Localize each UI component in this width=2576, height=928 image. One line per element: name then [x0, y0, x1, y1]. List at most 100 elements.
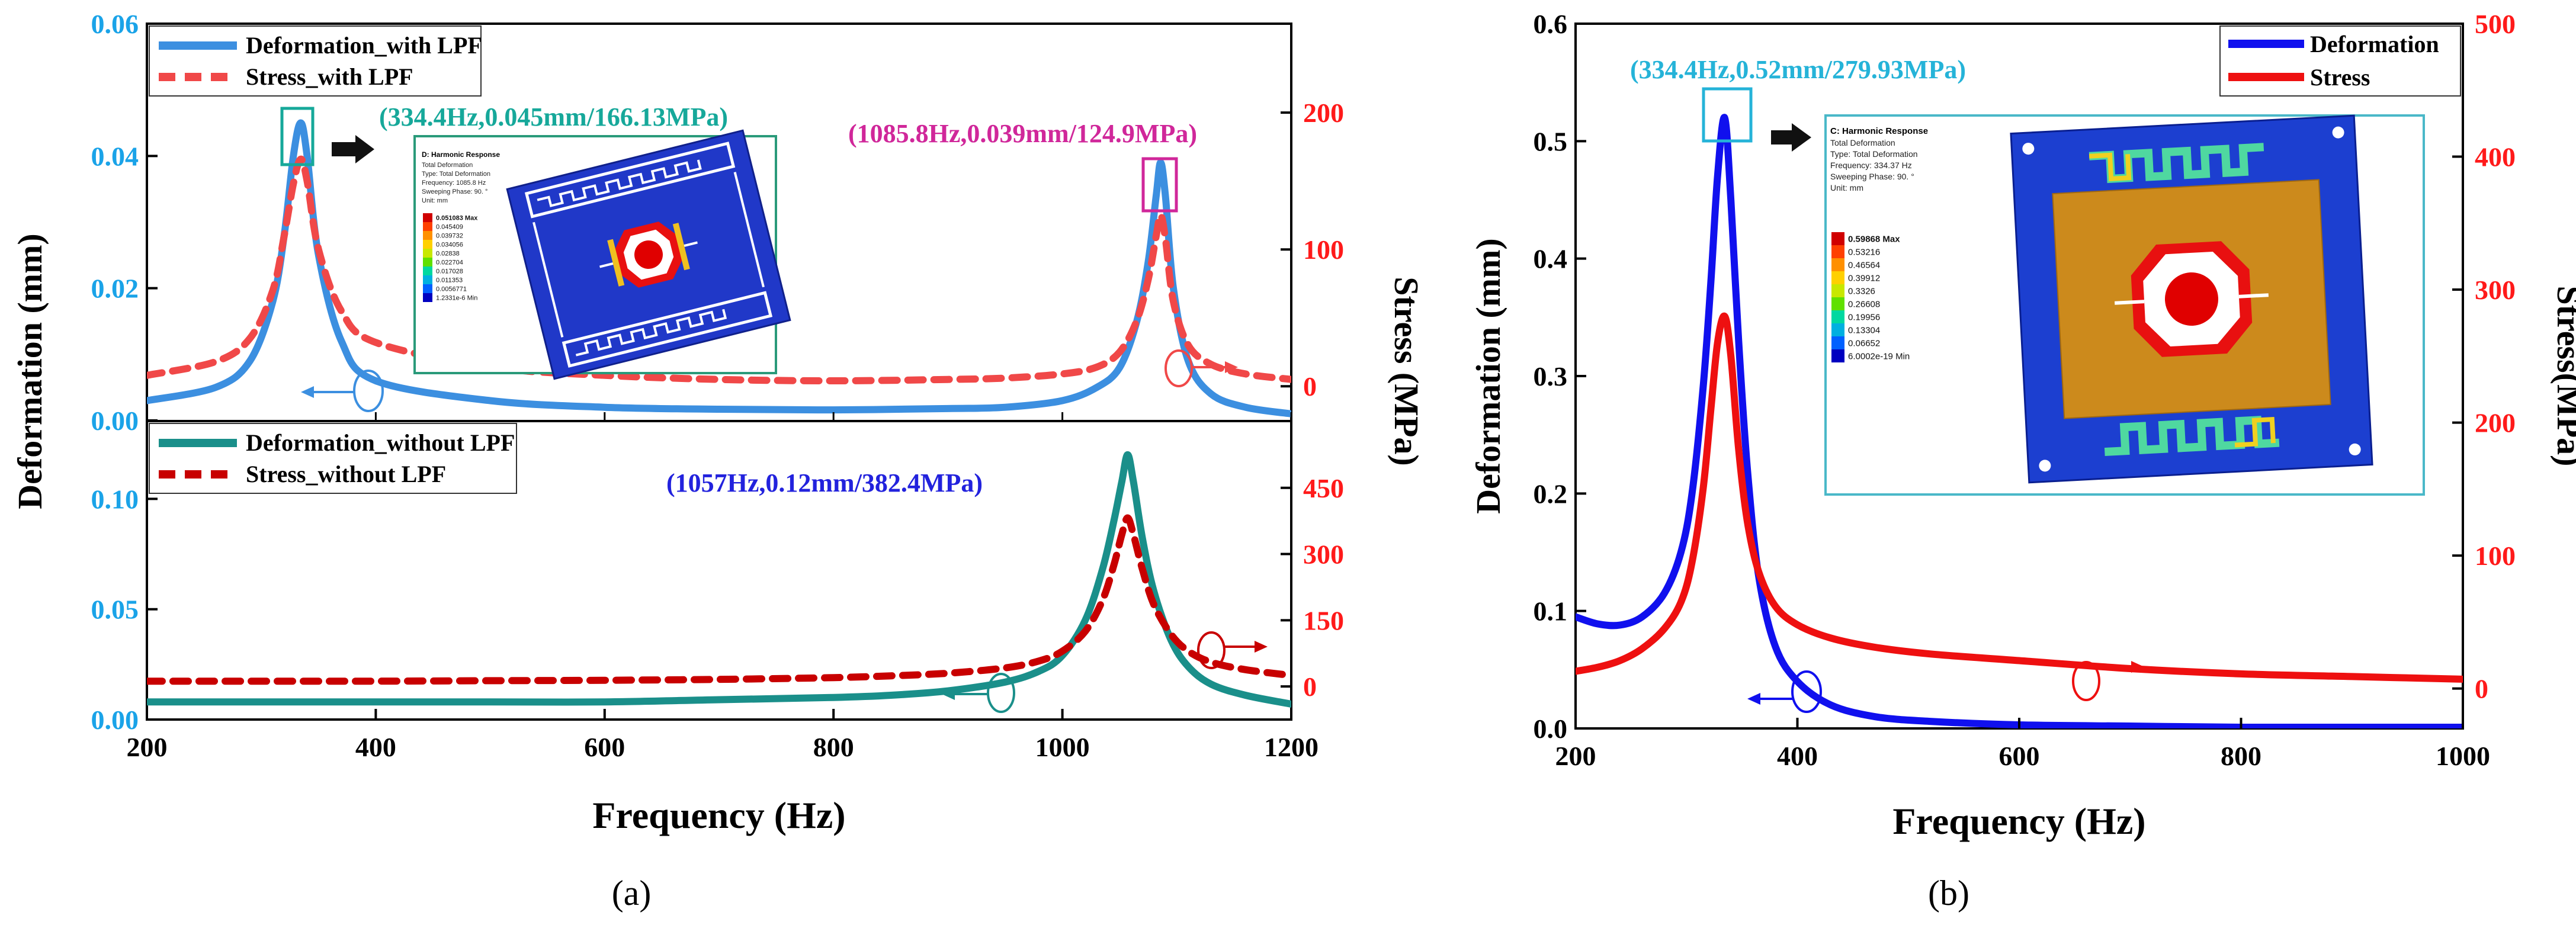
arrow-to-inset-b-icon — [1771, 123, 1811, 152]
inset_a-info-line-3: Sweeping Phase: 90. ° — [422, 188, 487, 195]
annotation-1057hz: (1057Hz,0.12mm/382.4MPa) — [666, 468, 983, 497]
inset_b-info-line-4: Unit: mm — [1830, 183, 1863, 192]
a-ylabel-left: Deformation (mm) — [11, 233, 49, 509]
inset_b-contour-label-7: 0.13304 — [1848, 326, 1880, 336]
ytick-label-right-b-0: 0 — [2475, 674, 2488, 704]
xtick-label-b-1: 400 — [1777, 741, 1818, 771]
inset_b-contour-swatch-2 — [1831, 258, 1844, 271]
peak-marker-b — [1702, 87, 1753, 143]
xtick-label-b-3: 800 — [2221, 741, 2261, 771]
legend-label-deformation-with: Deformation_with LPF — [246, 32, 482, 59]
inset_a-contour-swatch-2 — [423, 231, 432, 240]
annotation-b: (334.4Hz,0.52mm/279.93MPa) — [1630, 55, 1966, 84]
axis-indicator-a-top-right-icon — [1165, 349, 1238, 387]
axis-indicator-a-bottom-right-icon — [1197, 631, 1268, 669]
ytick-label-right-a_bottom-3: 450 — [1303, 473, 1344, 503]
inset_a-info-line-0: Total Deformation — [422, 162, 473, 169]
legend-label-deformation: Deformation — [2310, 31, 2439, 57]
legend-a-bottom: Deformation_without LPF Stress_without L… — [149, 423, 517, 494]
inset_b-contour-swatch-5 — [1831, 297, 1844, 310]
inset_a-info-line-1: Type: Total Deformation — [422, 171, 490, 178]
inset_b-contour-swatch-9 — [1831, 349, 1844, 362]
xtick-label-a_bottom-1: 400 — [355, 732, 396, 762]
series-line-b-0 — [1576, 114, 2463, 728]
axis-indicator-b-right-icon — [2072, 661, 2144, 701]
panel-label-a: (a) — [612, 874, 652, 913]
inset_a-info-line-2: Frequency: 1085.8 Hz — [422, 179, 486, 187]
inset-a-model-image — [506, 129, 791, 380]
inset_b-contour-label-9: 6.0002e-19 Min — [1848, 352, 1910, 362]
ytick-label-right-b-4: 400 — [2475, 142, 2516, 172]
inset_b-contour-label-5: 0.26608 — [1848, 300, 1880, 310]
inset_b-contour-label-0: 0.59868 Max — [1848, 235, 1900, 245]
panel-b: 0.0 0.1 0.2 0.3 0.4 0.5 0.6 0 100 200 300 400 500 200… — [1469, 9, 2576, 913]
ytick-label-left-a_bottom-0: 0.00 — [91, 705, 139, 735]
inset_b-contour-swatch-3 — [1831, 271, 1844, 284]
inset_a-contour-label-6: 0.017028 — [436, 268, 463, 275]
xtick-label-b-4: 1000 — [2436, 741, 2490, 771]
ytick-label-left-a_top-2: 0.04 — [91, 141, 139, 171]
xtick-label-b-0: 200 — [1555, 741, 1596, 771]
inset_a-contour-label-1: 0.045409 — [436, 223, 463, 230]
a-ylabel-right: Stress (MPa) — [1387, 277, 1426, 465]
ytick-label-left-a_top-3: 0.06 — [91, 9, 139, 39]
panel-label-b: (b) — [1928, 874, 1969, 913]
series-line-b-1 — [1576, 312, 2463, 683]
inset_a-contour-swatch-7 — [423, 275, 432, 284]
inset-b: C: Harmonic Response Total Deformation Ty… — [1824, 114, 2425, 496]
ytick-label-right-a_top-0: 0 — [1303, 371, 1317, 402]
a-top-axes: 0.00 0.02 0.04 0.06 0 100 200 — [91, 9, 1345, 436]
inset_b-info-line-1: Type: Total Deformation — [1830, 149, 1918, 159]
panel-a: 0.00 0.02 0.04 0.06 0 100 200 0.00 0.05 0.10 0 150… — [11, 9, 1426, 913]
ytick-label-right-b-3: 300 — [2475, 275, 2516, 305]
arrow-to-inset-a-icon — [332, 135, 374, 163]
inset_b-info-line-3: Sweeping Phase: 90. ° — [1830, 172, 1914, 181]
inset-a-title: D: Harmonic Response — [422, 150, 500, 159]
axis-indicator-a-top-left-icon — [301, 370, 384, 412]
b-series — [1576, 114, 2463, 728]
inset_b-contour-label-1: 0.53216 — [1848, 248, 1880, 258]
legend-a-top: Deformation_with LPF Stress_with LPF — [149, 25, 482, 97]
legend-label-stress-without: Stress_without LPF — [246, 461, 446, 487]
b-xlabel: Frequency (Hz) — [1892, 800, 2145, 842]
series-line-a_bottom-0 — [147, 451, 1291, 708]
a-bottom-series — [147, 451, 1291, 708]
inset-a-info: Total Deformation Type: Total Deformation… — [422, 162, 490, 204]
b-axes: 0.0 0.1 0.2 0.3 0.4 0.5 0.6 0 100 200 300 400 500 200… — [1534, 9, 2516, 771]
inset_b-contour-swatch-0 — [1831, 232, 1844, 245]
xtick-label-b-2: 600 — [1999, 741, 2040, 771]
inset-a-contour-legend: 0.051083 Max 0.045409 0.039732 0.034056 0.02… — [423, 213, 478, 302]
inset_a-contour-swatch-5 — [423, 258, 432, 266]
axis-indicator-a-bottom-left-icon — [942, 673, 1015, 713]
legend-label-deformation-without: Deformation_without LPF — [246, 429, 515, 456]
inset_b-contour-swatch-6 — [1831, 310, 1844, 323]
legend-b: Deformation Stress — [2219, 25, 2461, 97]
peak-marker-1085hz — [1141, 157, 1178, 213]
ytick-label-right-a_bottom-0: 0 — [1303, 672, 1317, 702]
inset_b-contour-swatch-7 — [1831, 323, 1844, 336]
axis-indicator-b-left-icon — [1747, 670, 1822, 713]
inset_a-contour-swatch-1 — [423, 222, 432, 231]
ytick-label-left-a_top-1: 0.02 — [91, 274, 139, 304]
peak-marker-334hz — [280, 107, 315, 166]
inset_a-contour-label-5: 0.022704 — [436, 259, 463, 266]
ytick-label-left-b-4: 0.4 — [1534, 244, 1568, 274]
ytick-label-left-a_top-0: 0.00 — [91, 406, 139, 436]
inset_b-contour-label-8: 0.06652 — [1848, 339, 1880, 349]
inset-a: D: Harmonic Response Total Deformation Ty… — [413, 129, 791, 380]
ytick-label-right-a_bottom-2: 300 — [1303, 540, 1344, 570]
ytick-label-left-a_bottom-1: 0.05 — [91, 595, 139, 625]
inset_a-contour-swatch-3 — [423, 240, 432, 249]
inset_b-contour-label-4: 0.3326 — [1848, 287, 1875, 297]
inset_b-contour-label-3: 0.39912 — [1848, 274, 1880, 284]
ytick-label-right-b-1: 100 — [2475, 541, 2516, 571]
inset-b-model-image — [2010, 114, 2373, 484]
annotation-1085hz: (1085.8Hz,0.039mm/124.9MPa) — [848, 119, 1197, 148]
inset_b-contour-swatch-1 — [1831, 245, 1844, 258]
annotation-334hz: (334.4Hz,0.045mm/166.13MPa) — [379, 102, 728, 131]
a-xlabel: Frequency (Hz) — [592, 794, 845, 836]
ytick-label-left-a_bottom-2: 0.10 — [91, 484, 139, 514]
xtick-label-a_bottom-3: 800 — [813, 732, 854, 762]
series-line-a_top-1 — [147, 155, 1291, 384]
